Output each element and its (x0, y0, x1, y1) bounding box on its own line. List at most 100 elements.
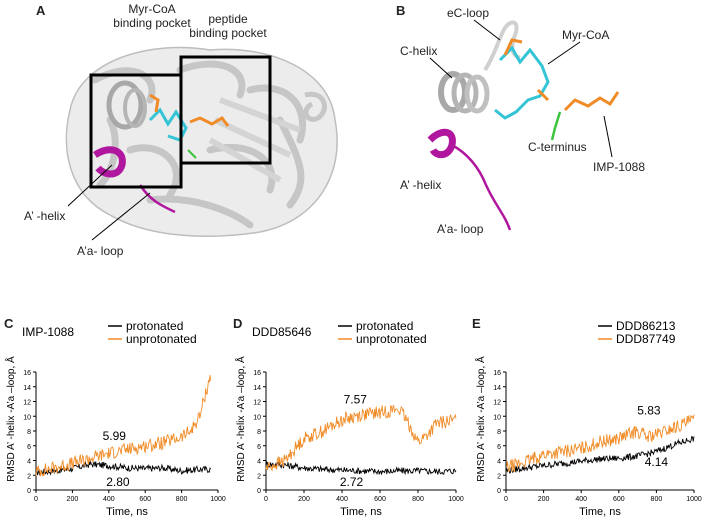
annotation-label: 7.57 (344, 392, 368, 406)
y-tick-label: 0 (497, 488, 501, 495)
x-tick-label: 400 (575, 496, 587, 503)
b-a-helix-label: A’ -helix (400, 178, 442, 192)
y-tick-label: 10 (493, 414, 501, 421)
y-axis-label: RMSD A’ -helix -A’a –loop, Å (474, 356, 487, 482)
annotation-label: 4.14 (645, 455, 669, 469)
x-tick-label: 200 (67, 496, 79, 503)
chart-c: 0 2 4 6 8 10 12 14 16 0 200 400 600 800 1000 Time, ns RM… (4, 319, 226, 518)
panel-c-letter: C (4, 316, 14, 331)
legend-entry: DDD87749 (616, 332, 676, 346)
y-tick-label: 0 (27, 488, 31, 495)
panel-d-letter: D (233, 316, 243, 331)
y-axis-label: RMSD A’ -helix -A’a –loop, Å (4, 356, 17, 482)
y-tick-label: 16 (253, 370, 261, 377)
myr-pocket-label-line1: Myr-CoA (128, 2, 176, 16)
x-tick-label: 600 (613, 496, 625, 503)
y-tick-label: 12 (493, 400, 501, 407)
c-helix-leader (429, 57, 453, 79)
myr-pocket-label: Myr-CoA binding pocket (104, 2, 200, 30)
x-axis-label: Time, ns (106, 506, 148, 518)
y-tick-label: 0 (257, 488, 261, 495)
x-tick-label: 800 (176, 496, 188, 503)
a-helix-label: A’ -helix (24, 209, 66, 223)
legend-entry: unprotonated (356, 332, 427, 346)
x-tick-label: 400 (103, 496, 115, 503)
y-tick-label: 6 (497, 444, 501, 451)
imp-1088-label: IMP-1088 (593, 160, 646, 174)
annotation-label: 5.99 (103, 429, 127, 443)
panel-e-letter: E (472, 316, 481, 331)
y-tick-label: 14 (253, 385, 261, 392)
chart-d: 0 2 4 6 8 10 12 14 16 0 200 400 600 800 1000 Time, ns RM… (234, 319, 464, 518)
x-tick-label: 600 (139, 496, 151, 503)
panel-b-letter: B (396, 3, 406, 18)
y-tick-label: 14 (493, 385, 501, 392)
chart-e: 0 2 4 6 8 10 12 14 16 0 200 400 600 800 1000 Time, ns RM… (474, 319, 702, 518)
myr-coa-leader (547, 41, 581, 65)
x-tick-label: 1000 (448, 496, 464, 503)
x-tick-label: 1000 (686, 496, 702, 503)
ec-loop-leader (473, 19, 501, 41)
y-tick-label: 10 (253, 414, 261, 421)
y-tick-label: 4 (257, 459, 261, 466)
series-line (265, 405, 457, 472)
x-tick-label: 0 (504, 496, 508, 503)
legend-entry: protonated (126, 319, 183, 333)
chart-title: IMP-1088 (22, 325, 74, 339)
peptide-pocket-label-line1: peptide (208, 12, 248, 26)
series-line (505, 436, 695, 475)
legend-entry: protonated (356, 319, 413, 333)
legend-entry: DDD86213 (616, 319, 676, 333)
y-axis-label: RMSD A’ -helix -A’a –loop, Å (234, 356, 247, 482)
x-tick-label: 1000 (210, 496, 226, 503)
x-axis-label: Time, ns (579, 506, 621, 518)
peptide-pocket-label-line2: binding pocket (189, 26, 267, 40)
b-aa-loop-label: A’a- loop (437, 222, 484, 236)
imp-leader (603, 115, 613, 158)
aa-loop-label: A’a- loop (77, 244, 124, 258)
x-tick-label: 800 (412, 496, 424, 503)
myr-pocket-label-line2: binding pocket (113, 16, 191, 30)
x-tick-label: 800 (651, 496, 663, 503)
y-tick-label: 8 (497, 429, 501, 436)
aa-loop-leader (91, 192, 151, 241)
y-tick-label: 14 (23, 385, 31, 392)
panel-a-letter: A (36, 3, 46, 18)
x-axis-label: Time, ns (340, 506, 382, 518)
y-tick-label: 2 (497, 473, 501, 480)
x-tick-label: 0 (34, 496, 38, 503)
x-tick-label: 0 (264, 496, 268, 503)
y-tick-label: 8 (257, 429, 261, 436)
myr-coa-label: Myr-CoA (562, 28, 610, 42)
y-tick-label: 4 (27, 459, 31, 466)
y-tick-label: 12 (253, 400, 261, 407)
x-tick-label: 200 (298, 496, 310, 503)
c-helix-label: C-helix (400, 44, 438, 58)
chart-title: DDD85646 (252, 325, 312, 339)
peptide-pocket-box (179, 55, 272, 165)
y-tick-label: 8 (27, 429, 31, 436)
y-tick-label: 6 (257, 444, 261, 451)
x-tick-label: 600 (374, 496, 386, 503)
x-tick-label: 400 (336, 496, 348, 503)
ec-loop-label: eC-loop (447, 6, 490, 20)
c-terminus-label: C-terminus (528, 140, 587, 154)
y-tick-label: 4 (497, 459, 501, 466)
x-tick-label: 200 (538, 496, 550, 503)
y-tick-label: 16 (493, 370, 501, 377)
y-tick-label: 2 (257, 473, 261, 480)
y-tick-label: 12 (23, 400, 31, 407)
structure-illustrations (65, 19, 620, 241)
y-tick-label: 16 (23, 370, 31, 377)
legend-entry: unprotonated (126, 332, 197, 346)
y-tick-label: 10 (23, 414, 31, 421)
annotation-label: 5.83 (637, 403, 661, 417)
panel-b-structure (427, 20, 620, 231)
series-line (265, 461, 457, 476)
y-tick-label: 6 (27, 444, 31, 451)
annotation-label: 2.72 (340, 475, 364, 489)
annotation-label: 2.80 (106, 475, 130, 489)
series-line (35, 375, 212, 477)
y-tick-label: 2 (27, 473, 31, 480)
series-line (505, 414, 695, 473)
